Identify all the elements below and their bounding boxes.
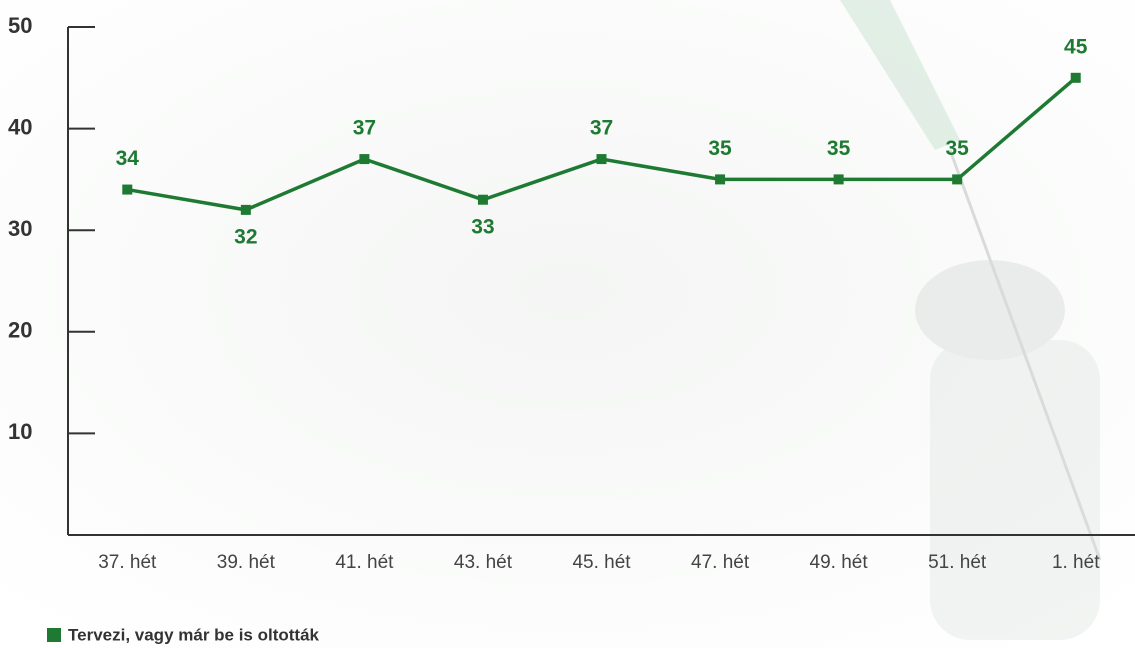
- y-tick-label: 40: [8, 114, 32, 139]
- value-label: 37: [353, 117, 376, 140]
- marker: [122, 185, 132, 195]
- x-tick-label: 1. hét: [1052, 552, 1100, 573]
- value-label: 45: [1064, 35, 1088, 58]
- chart: Tervezi, vagy már be is oltották 10 20 30 4…: [0, 0, 1135, 648]
- x-tick-label: 37. hét: [98, 552, 157, 573]
- value-label: 33: [471, 215, 494, 238]
- y-tick-label: 30: [8, 216, 32, 241]
- x-tick-label: 47. hét: [691, 552, 750, 573]
- legend-swatch: [47, 628, 61, 642]
- value-label: 34: [116, 147, 140, 170]
- marker: [241, 205, 251, 215]
- marker: [1071, 73, 1081, 83]
- value-label: 35: [827, 137, 851, 160]
- y-tick-label: 50: [8, 13, 32, 38]
- marker: [478, 195, 488, 205]
- marker: [952, 174, 962, 184]
- marker: [359, 154, 369, 164]
- x-tick-label: 49. hét: [810, 552, 869, 573]
- marker: [597, 154, 607, 164]
- page: {"chart_data": {"type": "line", "categor…: [0, 0, 1135, 648]
- marker: [834, 174, 844, 184]
- y-tick-label: 20: [8, 318, 32, 343]
- value-label: 32: [234, 225, 257, 248]
- marker: [715, 174, 725, 184]
- y-tick-label: 10: [8, 419, 32, 444]
- x-tick-label: 39. hét: [217, 552, 276, 573]
- value-label: 35: [945, 137, 969, 160]
- x-tick-label: 51. hét: [928, 552, 987, 573]
- value-label: 35: [708, 137, 732, 160]
- value-label: 37: [590, 117, 613, 140]
- x-tick-label: 41. hét: [335, 552, 394, 573]
- x-tick-label: 45. hét: [572, 552, 631, 573]
- legend-label: Tervezi, vagy már be is oltották: [68, 625, 320, 644]
- x-tick-label: 43. hét: [454, 552, 513, 573]
